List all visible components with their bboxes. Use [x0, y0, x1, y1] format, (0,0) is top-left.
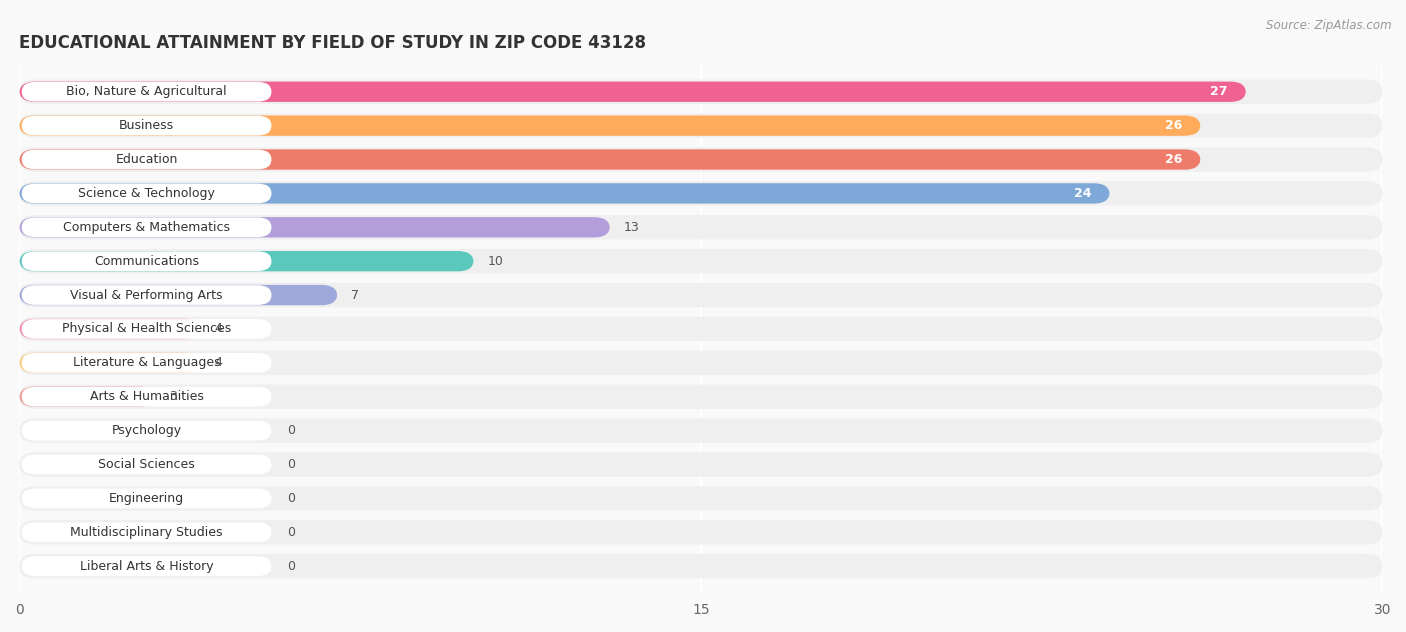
- FancyBboxPatch shape: [20, 249, 1382, 274]
- Text: Computers & Mathematics: Computers & Mathematics: [63, 221, 231, 234]
- Text: 0: 0: [287, 526, 295, 538]
- Text: Social Sciences: Social Sciences: [98, 458, 195, 471]
- Text: Visual & Performing Arts: Visual & Performing Arts: [70, 289, 222, 301]
- Text: 7: 7: [352, 289, 359, 301]
- FancyBboxPatch shape: [21, 556, 271, 576]
- FancyBboxPatch shape: [20, 418, 1382, 443]
- Text: 27: 27: [1211, 85, 1227, 98]
- FancyBboxPatch shape: [21, 183, 271, 204]
- FancyBboxPatch shape: [20, 215, 1382, 240]
- FancyBboxPatch shape: [20, 149, 1201, 169]
- FancyBboxPatch shape: [21, 489, 271, 508]
- FancyBboxPatch shape: [21, 150, 271, 169]
- Text: Communications: Communications: [94, 255, 200, 268]
- FancyBboxPatch shape: [20, 486, 1382, 511]
- Text: 0: 0: [287, 560, 295, 573]
- Text: Science & Technology: Science & Technology: [79, 187, 215, 200]
- FancyBboxPatch shape: [20, 554, 1382, 578]
- Text: 0: 0: [287, 492, 295, 505]
- FancyBboxPatch shape: [20, 251, 474, 271]
- Text: 26: 26: [1166, 153, 1182, 166]
- FancyBboxPatch shape: [20, 113, 1382, 138]
- Text: 4: 4: [215, 356, 222, 369]
- Text: Literature & Languages: Literature & Languages: [73, 356, 221, 369]
- FancyBboxPatch shape: [20, 453, 1382, 477]
- Text: Source: ZipAtlas.com: Source: ZipAtlas.com: [1267, 19, 1392, 32]
- Text: 24: 24: [1074, 187, 1091, 200]
- Text: Arts & Humanities: Arts & Humanities: [90, 390, 204, 403]
- FancyBboxPatch shape: [20, 387, 156, 407]
- FancyBboxPatch shape: [21, 387, 271, 406]
- Text: Liberal Arts & History: Liberal Arts & History: [80, 560, 214, 573]
- Text: Business: Business: [120, 119, 174, 132]
- Text: Bio, Nature & Agricultural: Bio, Nature & Agricultural: [66, 85, 226, 98]
- FancyBboxPatch shape: [21, 252, 271, 271]
- FancyBboxPatch shape: [20, 353, 201, 373]
- FancyBboxPatch shape: [21, 523, 271, 542]
- FancyBboxPatch shape: [21, 421, 271, 441]
- Text: Psychology: Psychology: [111, 424, 181, 437]
- FancyBboxPatch shape: [20, 82, 1246, 102]
- FancyBboxPatch shape: [20, 319, 201, 339]
- FancyBboxPatch shape: [21, 353, 271, 373]
- Text: Multidisciplinary Studies: Multidisciplinary Studies: [70, 526, 222, 538]
- FancyBboxPatch shape: [20, 217, 610, 238]
- FancyBboxPatch shape: [21, 82, 271, 102]
- Text: 0: 0: [287, 458, 295, 471]
- FancyBboxPatch shape: [20, 147, 1382, 172]
- FancyBboxPatch shape: [21, 217, 271, 237]
- Text: EDUCATIONAL ATTAINMENT BY FIELD OF STUDY IN ZIP CODE 43128: EDUCATIONAL ATTAINMENT BY FIELD OF STUDY…: [20, 34, 647, 52]
- FancyBboxPatch shape: [20, 317, 1382, 341]
- FancyBboxPatch shape: [20, 80, 1382, 104]
- Text: 3: 3: [169, 390, 177, 403]
- Text: 26: 26: [1166, 119, 1182, 132]
- Text: Education: Education: [115, 153, 177, 166]
- Text: Engineering: Engineering: [110, 492, 184, 505]
- Text: 13: 13: [624, 221, 640, 234]
- FancyBboxPatch shape: [21, 454, 271, 475]
- Text: 4: 4: [215, 322, 222, 336]
- Text: 0: 0: [287, 424, 295, 437]
- FancyBboxPatch shape: [21, 319, 271, 339]
- FancyBboxPatch shape: [20, 116, 1201, 136]
- Text: 10: 10: [488, 255, 503, 268]
- FancyBboxPatch shape: [20, 285, 337, 305]
- FancyBboxPatch shape: [20, 183, 1109, 204]
- FancyBboxPatch shape: [20, 351, 1382, 375]
- FancyBboxPatch shape: [20, 181, 1382, 205]
- FancyBboxPatch shape: [20, 520, 1382, 545]
- FancyBboxPatch shape: [21, 116, 271, 135]
- FancyBboxPatch shape: [21, 285, 271, 305]
- Text: Physical & Health Sciences: Physical & Health Sciences: [62, 322, 231, 336]
- FancyBboxPatch shape: [20, 283, 1382, 307]
- FancyBboxPatch shape: [20, 384, 1382, 409]
